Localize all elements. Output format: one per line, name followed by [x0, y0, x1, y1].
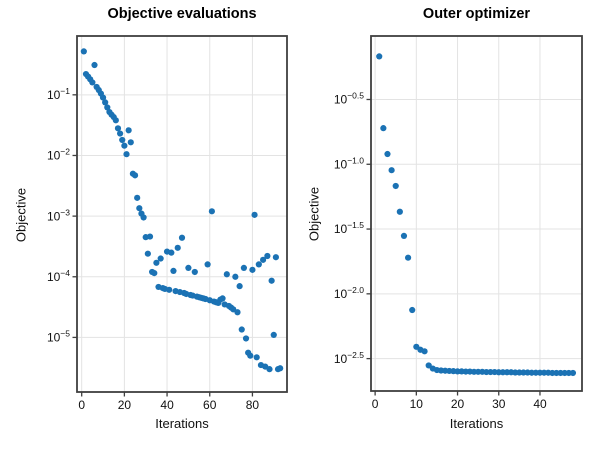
svg-text:60: 60	[203, 398, 217, 412]
svg-text:80: 80	[246, 398, 260, 412]
svg-text:0: 0	[372, 397, 379, 411]
svg-text:10−5: 10−5	[47, 329, 70, 345]
plot-0: 0 20 40 60 80 10−1 10−2 10−3 10−4 10−5	[47, 35, 288, 412]
svg-text:30: 30	[492, 397, 506, 411]
svg-text:10−0.5: 10−0.5	[334, 91, 364, 107]
svg-text:40: 40	[533, 397, 547, 411]
svg-text:20: 20	[451, 397, 465, 411]
svg-text:20: 20	[118, 398, 132, 412]
plot-0-ticks	[72, 94, 254, 397]
svg-text:10−4: 10−4	[47, 268, 70, 284]
plot-0-x-tick-labels: 0 20 40 60 80	[78, 398, 259, 412]
plot-1-ticks	[366, 98, 541, 396]
svg-text:0: 0	[78, 398, 85, 412]
plot-1-y-tick-labels: 10−0.5 10−1.0 10−1.5 10−2.0 10−2.5	[334, 91, 364, 366]
plot-0-y-tick-labels: 10−1 10−2 10−3 10−4 10−5	[47, 86, 70, 345]
svg-text:10−1.0: 10−1.0	[334, 156, 364, 172]
svg-text:10: 10	[410, 397, 424, 411]
svg-text:40: 40	[160, 398, 174, 412]
svg-text:10−1: 10−1	[47, 86, 70, 102]
svg-text:10−2: 10−2	[47, 147, 70, 163]
svg-text:10−2.5: 10−2.5	[334, 350, 364, 366]
right-plot-y-axis-label: Objective	[306, 186, 322, 242]
left-plot-x-axis-label: Iterations	[155, 416, 209, 431]
plot-1-scatter-points	[376, 53, 577, 377]
svg-text:10−2.0: 10−2.0	[334, 285, 364, 301]
plot-0-scatter-points	[80, 48, 284, 373]
svg-text:10−3: 10−3	[47, 207, 70, 223]
plot-1-frame	[370, 35, 583, 392]
plot-1-x-tick-labels: 0 10 20 30 40	[372, 397, 547, 411]
left-plot-title: Objective evaluations	[107, 6, 257, 22]
left-plot-y-axis-label: Objective	[13, 187, 29, 243]
svg-text:10−1.5: 10−1.5	[334, 220, 364, 236]
plot-1: 0 10 20 30 40 10−0.5 10−1.0 10−1.5 10−2.0 10−2.5	[334, 35, 583, 411]
plot-0-frame	[76, 35, 288, 393]
right-plot-x-axis-label: Iterations	[449, 416, 504, 431]
right-plot-title: Outer optimizer	[422, 6, 531, 22]
plot-1-gridlines	[371, 36, 582, 391]
